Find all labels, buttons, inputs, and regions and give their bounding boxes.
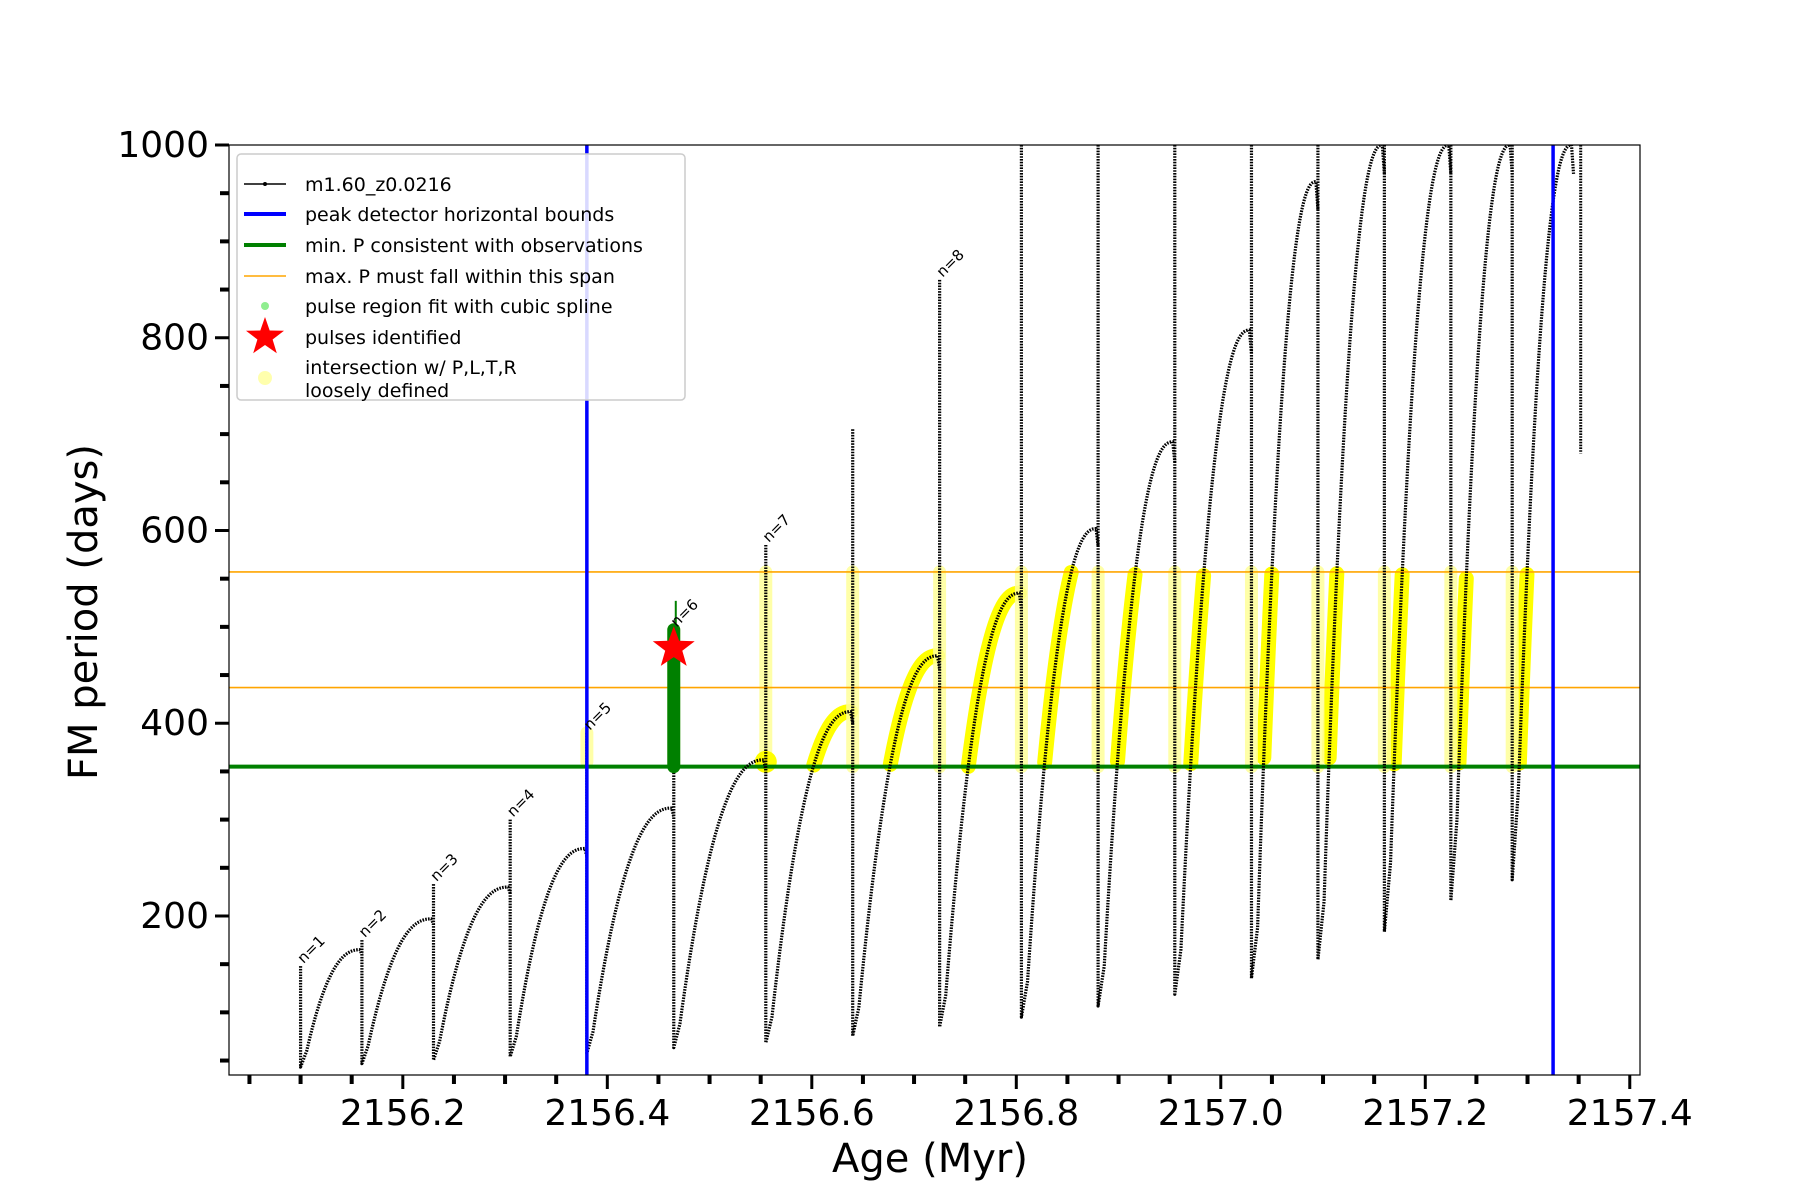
model-curve-segment: [298, 948, 364, 1069]
y-tick-label: 200: [140, 896, 209, 937]
legend-box: [236, 153, 686, 401]
legend-label: pulse region fit with cubic spline: [305, 296, 613, 318]
legend-label: intersection w/ P,L,T,R loosely defined: [305, 357, 517, 402]
legend-label: max. P must fall within this span: [305, 266, 615, 288]
intersection-region: [960, 585, 1027, 774]
legend-handle-star: [246, 317, 284, 354]
x-tick-label: 2156.2: [340, 1093, 466, 1134]
legend-label: min. P consistent with observations: [305, 235, 643, 257]
x-tick-label: 2157.0: [1158, 1093, 1284, 1134]
model-curve-segment: [851, 429, 942, 1038]
model-curve-segment: [585, 732, 676, 1055]
plot-frame: [228, 144, 1641, 1076]
model-curve-segment: [672, 629, 768, 1050]
model-curve-segment: [1316, 145, 1386, 962]
legend-label: m1.60_z0.0216: [305, 174, 452, 196]
model-curve-segment: [1510, 145, 1576, 882]
legend-handle-dot: [258, 371, 272, 385]
model-curve-segment: [1382, 145, 1453, 934]
y-tick-label: 400: [140, 703, 209, 744]
identified-pulse-star: [652, 626, 695, 666]
model-curve-segment: [508, 819, 589, 1059]
x-axis-label: Age (Myr): [832, 1136, 1028, 1182]
x-tick-label: 2157.2: [1362, 1093, 1488, 1134]
legend-handle-marker: [263, 182, 267, 186]
plot-area: [229, 145, 1640, 1075]
model-curve-segment: [1096, 145, 1177, 1008]
y-axis: 200 400 600 800 1000: [117, 125, 229, 1063]
model-curve-segment: [938, 279, 1023, 1029]
intersection-region: [1321, 566, 1345, 766]
legend-label: peak detector horizontal bounds: [305, 204, 614, 226]
y-tick-label: 600: [140, 510, 209, 551]
model-curve-segment: [1249, 145, 1320, 980]
x-tick-label: 2157.4: [1567, 1093, 1693, 1134]
model-curve-segment: [431, 884, 512, 1062]
x-tick-label: 2156.6: [749, 1093, 875, 1134]
pulse-labels: n=1n=2n=3n=4n=5n=6n=7n=8: [294, 246, 968, 967]
x-axis: 2156.2 2156.4 2156.6 2156.8 2157.0 2157.2 2157…: [247, 1075, 1693, 1134]
x-tick-label: 2156.8: [953, 1093, 1079, 1134]
y-axis-label: FM period (days): [61, 444, 107, 780]
model-curve-segment: [764, 544, 855, 1045]
legend-handle-dot: [261, 302, 269, 310]
model-curve-segment: [1019, 145, 1100, 1019]
y-tick-label: 800: [140, 318, 209, 359]
model-curve-segment: [1449, 145, 1514, 903]
y-tick-label: 1000: [117, 125, 209, 166]
legend-label: pulses identified: [305, 327, 461, 349]
model-curve-segment: [360, 917, 435, 1066]
x-tick-label: 2156.4: [544, 1093, 670, 1134]
